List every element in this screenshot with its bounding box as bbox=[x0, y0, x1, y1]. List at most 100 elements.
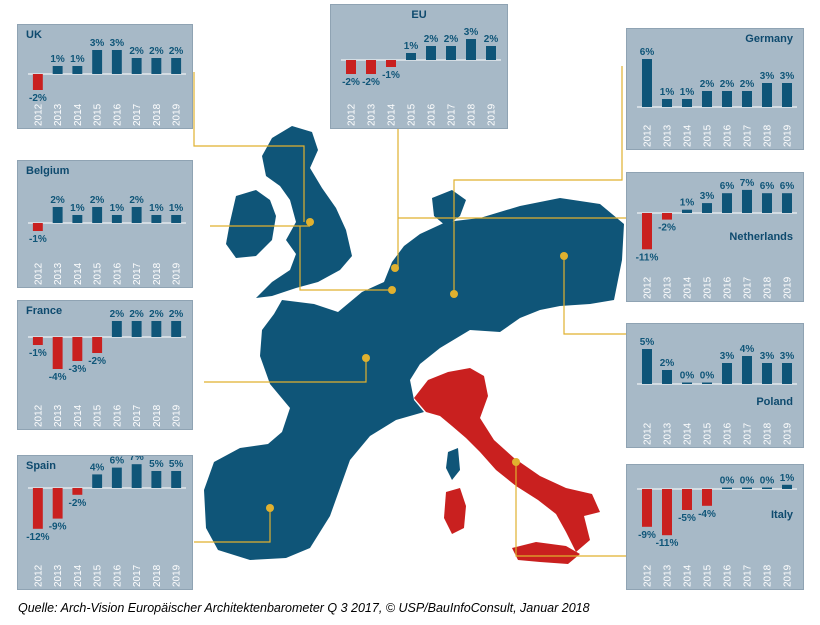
marker-germany bbox=[450, 290, 458, 298]
value-label-2018: 3% bbox=[760, 351, 775, 362]
connector-italy bbox=[515, 462, 628, 557]
value-label-2018: 2% bbox=[149, 309, 164, 320]
year-tick-2016: 2016 bbox=[723, 564, 734, 587]
year-tick-2016: 2016 bbox=[112, 404, 123, 427]
value-label-2019: 2% bbox=[169, 46, 184, 57]
connector-france bbox=[204, 358, 367, 383]
bar-2016 bbox=[722, 363, 732, 384]
connector-benelux bbox=[299, 226, 392, 291]
marker-france bbox=[362, 354, 370, 362]
year-tick-2013: 2013 bbox=[53, 404, 64, 427]
bar-chart-france: -1% 2012 -4% 2013 -3% 2014 -2% 2015 2% 2016 2% 2017… bbox=[28, 309, 186, 427]
marker-spain bbox=[266, 504, 274, 512]
bar-2019 bbox=[171, 321, 182, 337]
bar-2013 bbox=[366, 60, 376, 74]
marker-poland bbox=[560, 252, 568, 260]
value-label-2015: 4% bbox=[90, 462, 105, 473]
year-tick-2016: 2016 bbox=[427, 103, 438, 126]
bar-2017 bbox=[131, 207, 142, 223]
bar-2016 bbox=[426, 46, 436, 60]
year-tick-2017: 2017 bbox=[132, 404, 143, 427]
map-mainland bbox=[204, 198, 624, 560]
year-tick-2014: 2014 bbox=[73, 404, 84, 427]
bar-2017 bbox=[131, 464, 142, 488]
bar-2012 bbox=[642, 489, 652, 527]
value-label-2016: 0% bbox=[720, 476, 735, 487]
bar-2018 bbox=[151, 58, 162, 74]
value-label-2018: 3% bbox=[760, 71, 775, 82]
value-label-2015: 2% bbox=[700, 79, 715, 90]
bar-2016 bbox=[111, 467, 122, 488]
bar-2018 bbox=[762, 83, 772, 107]
chart-panel-poland: Poland 5% 2012 2% 2013 0% 2014 0% 2015 3% 2016 4% 2… bbox=[626, 323, 804, 448]
bar-2018 bbox=[151, 215, 162, 223]
marker-belgium bbox=[388, 286, 396, 294]
chart-panel-spain: Spain -12% 2012 -9% 2013 -2% 2014 4% 2015 6% 2016… bbox=[17, 455, 193, 590]
value-label-2017: 2% bbox=[740, 79, 755, 90]
bar-2012 bbox=[32, 74, 43, 90]
bar-2015 bbox=[702, 382, 712, 384]
year-tick-2015: 2015 bbox=[93, 262, 104, 285]
bar-2015 bbox=[92, 50, 103, 74]
value-label-2012: -2% bbox=[342, 77, 360, 88]
bar-2019 bbox=[782, 83, 792, 107]
bar-chart-belgium: -1% 2012 2% 2013 1% 2014 2% 2015 1% 2016 2% 2017 1% 2… bbox=[28, 195, 186, 285]
chart-title: Italy bbox=[770, 509, 793, 521]
value-label-2015: 0% bbox=[700, 371, 715, 382]
europe-map bbox=[193, 66, 630, 564]
value-label-2013: -2% bbox=[658, 223, 676, 234]
value-label-2013: -11% bbox=[656, 538, 679, 549]
value-label-2012: 5% bbox=[640, 337, 655, 348]
year-tick-2019: 2019 bbox=[172, 564, 183, 587]
value-label-2017: 2% bbox=[129, 309, 144, 320]
value-label-2016: 6% bbox=[720, 181, 735, 192]
bar-2013 bbox=[662, 99, 672, 107]
bar-chart-eu: -2% 2012 -2% 2013 -1% 2014 1% 2015 2% 2016 2% 2017 3… bbox=[341, 27, 501, 126]
bar-2018 bbox=[151, 471, 162, 488]
bar-2019 bbox=[171, 215, 182, 223]
value-label-2017: 4% bbox=[740, 344, 755, 355]
value-label-2016: 3% bbox=[720, 351, 735, 362]
year-tick-2012: 2012 bbox=[643, 422, 654, 445]
bar-2012 bbox=[642, 349, 652, 384]
value-label-2012: -1% bbox=[29, 234, 47, 245]
chart-title: UK bbox=[26, 29, 42, 41]
year-tick-2017: 2017 bbox=[743, 422, 754, 445]
connector-lines bbox=[193, 66, 630, 557]
bar-chart-italy: -9% 2012 -11% 2013 -5% 2014 -4% 2015 0% 2016 0% 201… bbox=[637, 473, 797, 587]
year-tick-2012: 2012 bbox=[33, 404, 44, 427]
bar-chart-poland: 5% 2012 2% 2013 0% 2014 0% 2015 3% 2016 4% 2017 3% 20… bbox=[637, 337, 797, 445]
bar-2014 bbox=[72, 66, 83, 74]
value-label-2012: -2% bbox=[29, 93, 47, 104]
chart-title: Netherlands bbox=[729, 231, 793, 243]
chart-title: Germany bbox=[745, 33, 793, 45]
chart-panel-france: France -1% 2012 -4% 2013 -3% 2014 -2% 2015 2% 201… bbox=[17, 300, 193, 430]
value-label-2012: 6% bbox=[640, 47, 655, 58]
year-tick-2019: 2019 bbox=[783, 564, 794, 587]
value-label-2015: 3% bbox=[90, 38, 105, 49]
value-label-2012: -12% bbox=[26, 532, 49, 543]
value-label-2014: -2% bbox=[69, 498, 87, 509]
chart-panel-uk: UK -2% 2012 1% 2013 1% 2014 3% 2015 3% 2016 2% 2017… bbox=[17, 24, 193, 129]
value-label-2017: 7% bbox=[740, 178, 755, 189]
value-label-2016: 6% bbox=[110, 456, 125, 467]
bar-2014 bbox=[72, 215, 83, 223]
value-label-2019: 5% bbox=[169, 459, 184, 470]
bar-2016 bbox=[722, 487, 732, 489]
bar-2016 bbox=[111, 50, 122, 74]
bar-2018 bbox=[466, 39, 476, 60]
value-label-2019: 3% bbox=[780, 351, 795, 362]
year-tick-2018: 2018 bbox=[152, 404, 163, 427]
value-label-2014: -5% bbox=[678, 513, 696, 524]
year-tick-2014: 2014 bbox=[683, 564, 694, 587]
chart-panel-germany: Germany 6% 2012 1% 2013 1% 2014 2% 2015 2% 2016 2%… bbox=[626, 28, 804, 150]
value-label-2014: 0% bbox=[680, 371, 695, 382]
value-label-2017: 0% bbox=[740, 476, 755, 487]
year-tick-2018: 2018 bbox=[467, 103, 478, 126]
map-sardinia bbox=[444, 488, 466, 534]
value-label-2015: 3% bbox=[700, 191, 715, 202]
value-label-2013: 1% bbox=[50, 54, 65, 65]
value-label-2019: 1% bbox=[169, 203, 184, 214]
value-label-2012: -9% bbox=[638, 530, 656, 541]
value-label-2014: -3% bbox=[69, 364, 87, 375]
